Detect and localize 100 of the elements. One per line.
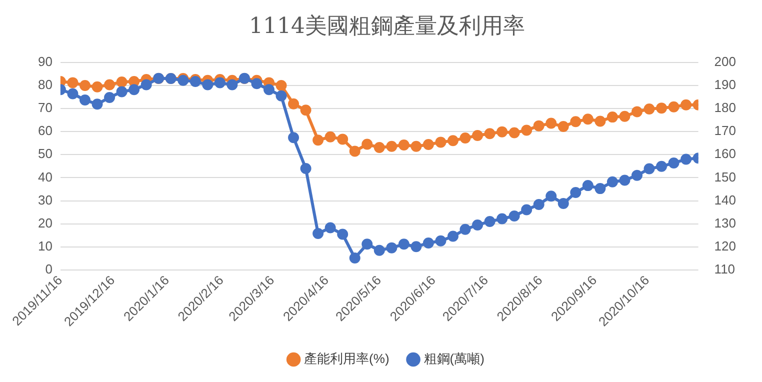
point bbox=[558, 198, 569, 210]
point bbox=[656, 102, 668, 114]
point bbox=[447, 230, 458, 242]
point bbox=[508, 127, 520, 138]
point bbox=[472, 130, 484, 142]
point bbox=[410, 241, 422, 252]
point bbox=[337, 228, 348, 240]
point bbox=[386, 140, 398, 152]
y-tick-label: 10 bbox=[38, 238, 52, 254]
y-tick-label: 30 bbox=[38, 192, 52, 208]
point bbox=[570, 116, 582, 128]
y2-tick-label: 150 bbox=[714, 169, 736, 184]
point bbox=[546, 190, 557, 202]
point bbox=[668, 157, 680, 168]
point bbox=[276, 80, 287, 91]
point bbox=[324, 131, 336, 142]
point bbox=[496, 126, 508, 138]
y2-tick-label: 130 bbox=[714, 215, 736, 230]
point bbox=[484, 216, 496, 228]
point bbox=[128, 84, 140, 96]
point bbox=[79, 80, 90, 91]
point bbox=[386, 242, 398, 254]
point bbox=[680, 99, 692, 110]
point bbox=[374, 244, 385, 256]
point bbox=[362, 138, 373, 150]
point bbox=[631, 106, 642, 118]
point bbox=[300, 162, 312, 174]
point bbox=[104, 92, 116, 103]
point bbox=[140, 79, 152, 90]
point bbox=[349, 252, 360, 264]
point bbox=[508, 210, 520, 222]
point bbox=[337, 134, 348, 145]
y-tick-label: 40 bbox=[38, 169, 52, 184]
y2-tick-label: 110 bbox=[714, 262, 736, 277]
point bbox=[460, 132, 471, 144]
point bbox=[398, 139, 410, 150]
point bbox=[496, 213, 508, 224]
point bbox=[546, 118, 557, 129]
point bbox=[116, 86, 128, 98]
point bbox=[104, 79, 116, 90]
point bbox=[202, 79, 214, 90]
point bbox=[668, 101, 680, 112]
point bbox=[92, 81, 103, 92]
y2-tick-label: 160 bbox=[714, 146, 736, 162]
y2-tick-label: 170 bbox=[714, 123, 736, 138]
point bbox=[67, 88, 78, 100]
point bbox=[582, 180, 594, 192]
point bbox=[190, 76, 201, 88]
point bbox=[521, 124, 532, 136]
point bbox=[484, 128, 496, 140]
point bbox=[422, 139, 434, 150]
chart-title: 1114美國粗鋼產量及利用率 bbox=[249, 14, 525, 39]
point bbox=[619, 110, 630, 122]
point bbox=[594, 116, 606, 127]
point bbox=[374, 142, 385, 153]
y-tick-label: 80 bbox=[38, 77, 52, 92]
point bbox=[533, 120, 544, 132]
point bbox=[312, 228, 324, 240]
point bbox=[435, 136, 446, 148]
point bbox=[312, 134, 324, 146]
point bbox=[644, 163, 655, 174]
point bbox=[631, 170, 642, 181]
y-tick-label: 90 bbox=[38, 54, 52, 69]
point bbox=[472, 219, 484, 230]
y-tick-label: 70 bbox=[38, 100, 52, 116]
point bbox=[288, 132, 300, 144]
point bbox=[460, 224, 471, 235]
point bbox=[656, 160, 668, 172]
y2-tick-label: 140 bbox=[714, 192, 736, 208]
point bbox=[435, 235, 446, 246]
y-tick-label: 20 bbox=[38, 215, 52, 230]
point bbox=[324, 222, 336, 234]
point bbox=[92, 98, 103, 110]
point bbox=[263, 84, 274, 96]
point bbox=[606, 112, 618, 123]
point bbox=[422, 237, 434, 248]
point bbox=[594, 183, 606, 194]
y-tick-label: 60 bbox=[38, 123, 52, 138]
point bbox=[558, 121, 569, 132]
point bbox=[398, 238, 410, 250]
point bbox=[67, 77, 78, 88]
point bbox=[79, 94, 90, 106]
point bbox=[214, 77, 226, 88]
point bbox=[533, 198, 544, 210]
point bbox=[521, 204, 532, 216]
point bbox=[570, 186, 582, 198]
legend-label: 粗鋼(萬噸) bbox=[424, 351, 484, 366]
y2-tick-label: 200 bbox=[714, 54, 736, 69]
y-tick-label: 0 bbox=[45, 262, 52, 277]
point bbox=[362, 238, 373, 250]
y-tick-label: 50 bbox=[38, 146, 52, 162]
point bbox=[680, 154, 692, 165]
point bbox=[116, 76, 128, 88]
point bbox=[226, 79, 238, 90]
y2-tick-label: 190 bbox=[714, 77, 736, 92]
point bbox=[251, 78, 262, 90]
point bbox=[349, 146, 360, 157]
y2-tick-label: 120 bbox=[714, 238, 736, 254]
point bbox=[644, 103, 655, 114]
point bbox=[582, 114, 594, 125]
